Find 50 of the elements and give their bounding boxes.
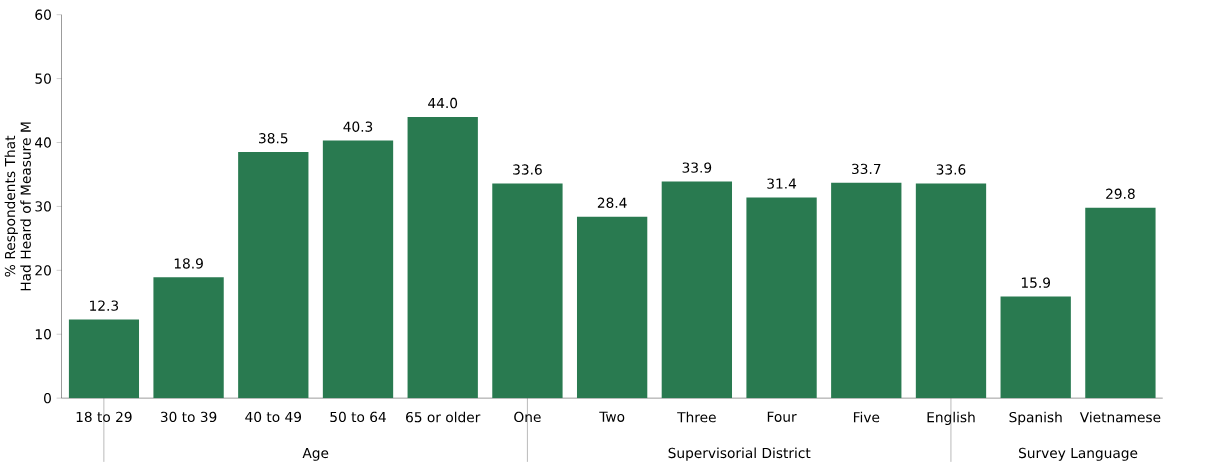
data-label: 18.9 xyxy=(174,258,203,269)
bar xyxy=(1085,207,1156,398)
data-label: 29.8 xyxy=(1106,188,1135,199)
data-label: 15.9 xyxy=(1021,277,1051,288)
x-tick-label: Two xyxy=(599,411,625,422)
y-tick-label: 0 xyxy=(44,392,51,404)
data-label: 31.4 xyxy=(767,178,797,189)
bar xyxy=(1000,296,1071,398)
y-tick-label: 60 xyxy=(35,9,51,20)
data-label: 38.5 xyxy=(259,132,288,144)
x-tick-label: Four xyxy=(767,411,797,422)
bar xyxy=(831,182,902,398)
data-label: 40.3 xyxy=(343,121,373,132)
text: Age xyxy=(302,447,329,461)
x-tick-label: One xyxy=(514,411,541,422)
x-tick-label: Vietnamese xyxy=(1079,411,1161,423)
bar xyxy=(68,319,140,398)
data-label: 44.0 xyxy=(428,97,458,109)
x-tick-label: 18 to 29 xyxy=(76,411,132,422)
y-tick-label: 20 xyxy=(35,264,51,276)
bar xyxy=(915,183,987,398)
data-label: 28.4 xyxy=(597,197,627,208)
data-label: 12.3 xyxy=(90,300,119,311)
data-label: 33.6 xyxy=(936,164,966,175)
x-tick-label: 50 to 64 xyxy=(330,411,386,422)
x-tick-label: English xyxy=(927,411,975,425)
text: Survey Language xyxy=(1018,447,1138,461)
bar xyxy=(661,181,733,398)
data-label: 33.7 xyxy=(852,163,881,174)
x-tick-label: Five xyxy=(853,411,880,423)
bar xyxy=(746,197,817,398)
y-tick-label: 50 xyxy=(35,73,51,84)
y-axis-title: % Respondents That Had Heard of Measure M xyxy=(4,122,31,291)
bar xyxy=(492,183,563,398)
y-tick-label: 40 xyxy=(35,137,51,148)
data-label: 33.6 xyxy=(513,164,542,175)
data-label: 33.9 xyxy=(682,162,712,173)
bar xyxy=(576,216,648,398)
bar xyxy=(407,116,478,398)
x-tick-label: Spanish xyxy=(1009,411,1062,425)
x-tick-label: 65 or older xyxy=(406,411,481,423)
bar xyxy=(153,277,224,398)
bar xyxy=(322,140,394,398)
x-tick-label: 30 to 39 xyxy=(160,411,217,422)
y-tick-label: 10 xyxy=(35,328,51,340)
text: Supervisorial District xyxy=(668,447,811,461)
x-tick-label: Three xyxy=(677,411,716,423)
x-tick-label: 40 to 49 xyxy=(245,411,302,422)
y-tick-label: 30 xyxy=(35,201,51,212)
bar xyxy=(238,151,309,398)
